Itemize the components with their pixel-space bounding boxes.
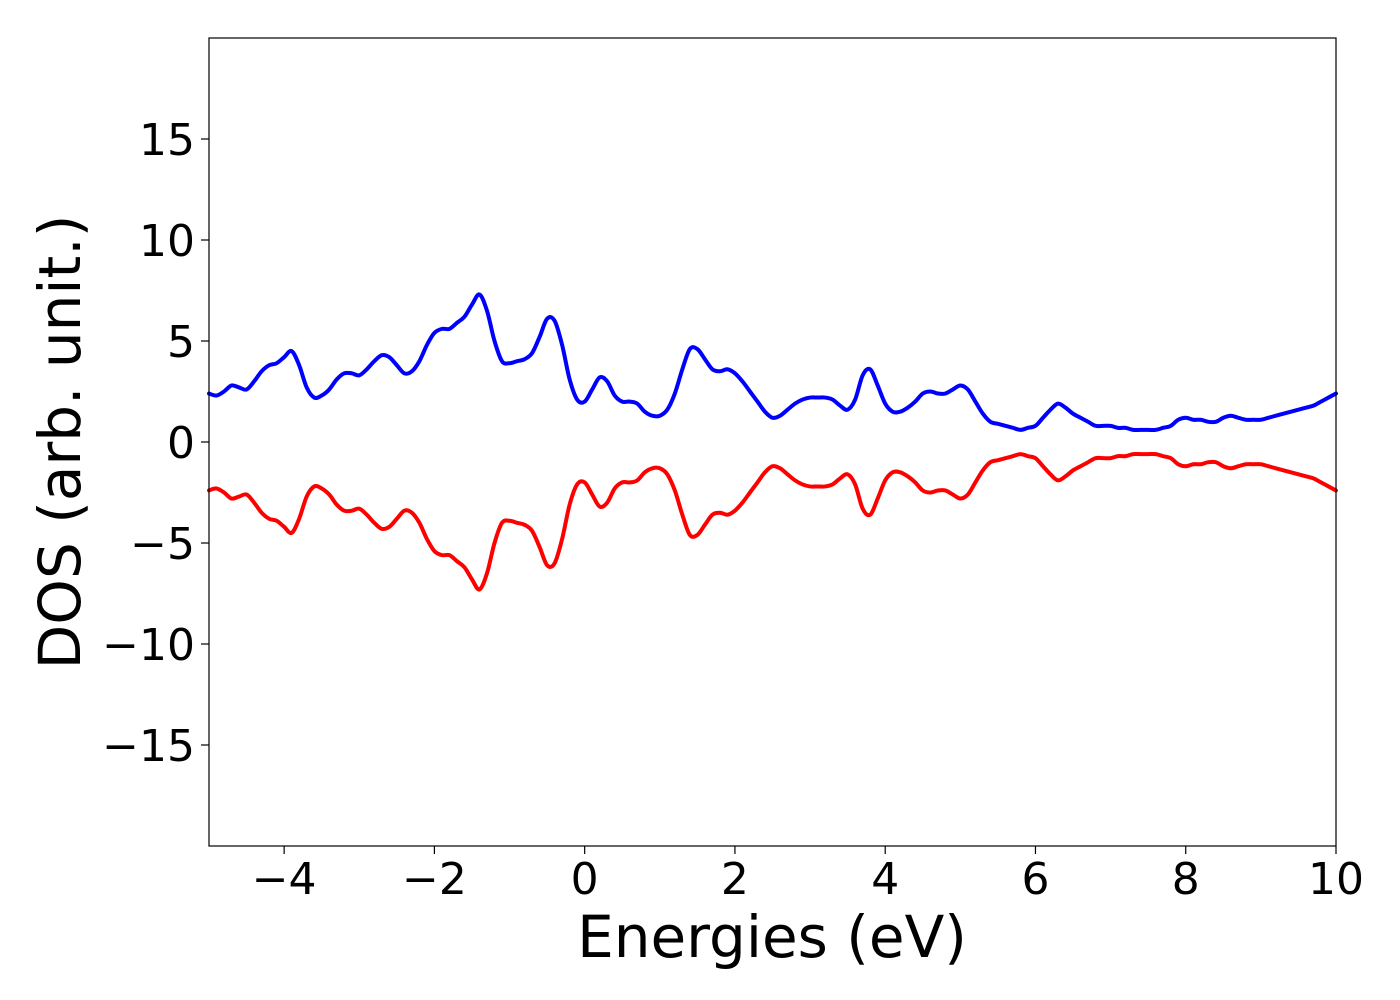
x-tick-label: 8 — [1172, 854, 1200, 905]
x-tick-label: 6 — [1021, 854, 1049, 905]
x-tick-label: 2 — [721, 854, 749, 905]
plot-frame — [208, 37, 1337, 847]
y-tick-label: 10 — [139, 216, 195, 267]
x-axis-label: Energies (eV) — [577, 903, 967, 971]
y-tick-label: −5 — [130, 519, 195, 570]
x-tick-label: 10 — [1308, 854, 1364, 905]
dos-series-line-2 — [207, 451, 1338, 592]
series-layer — [207, 292, 1338, 592]
y-tick-label: −15 — [102, 721, 195, 772]
y-tick-label: 0 — [167, 418, 195, 469]
y-axis-label: DOS (arb. unit.) — [26, 215, 94, 670]
x-tick-label: 0 — [571, 854, 599, 905]
y-tick-label: 5 — [167, 317, 195, 368]
x-axis-ticks: −4 −2 0 2 4 6 8 10 — [252, 846, 1364, 905]
y-axis-ticks: −15 −10 −5 0 5 10 15 — [102, 115, 209, 772]
x-tick-label: −2 — [402, 854, 467, 905]
x-tick-label: −4 — [252, 854, 317, 905]
y-tick-label: −10 — [102, 620, 195, 671]
y-tick-label: 15 — [139, 115, 195, 166]
dos-series-line-1 — [207, 292, 1338, 433]
x-tick-label: 4 — [871, 854, 899, 905]
